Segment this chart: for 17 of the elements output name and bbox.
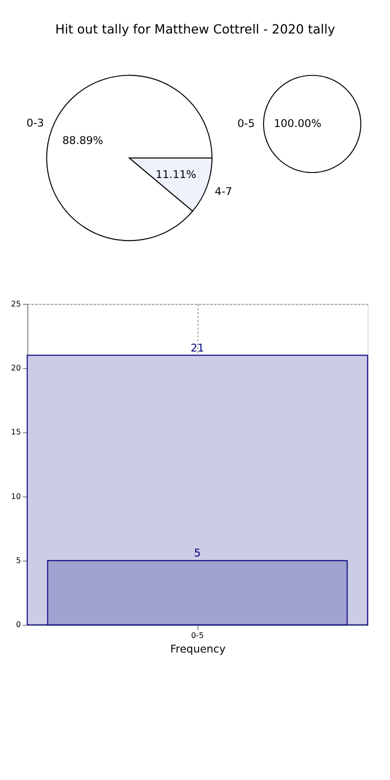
y-tick-label: 0: [16, 620, 21, 630]
y-tick-label: 5: [16, 556, 21, 566]
data-label: 21: [190, 341, 204, 354]
y-tick-label: 15: [11, 428, 21, 437]
data-label: 5: [194, 546, 201, 560]
slice-label: 0-5: [237, 116, 255, 130]
chart-title: Hit out tally for Matthew Cottrell - 2020 tally: [55, 21, 336, 36]
data-label: 100.00%: [274, 116, 322, 130]
y-tick-label: 10: [11, 492, 21, 501]
x-axis-title: Frequency: [170, 642, 226, 656]
data-label: 88.89%: [62, 134, 104, 147]
pie-slice: [46, 74, 213, 242]
slice-label: 4-7: [214, 185, 232, 198]
y-tick-label: 25: [11, 299, 21, 308]
slice-label: 0-3: [26, 116, 44, 130]
data-label: 11.11%: [156, 168, 196, 181]
y-tick-label: 20: [11, 363, 21, 372]
